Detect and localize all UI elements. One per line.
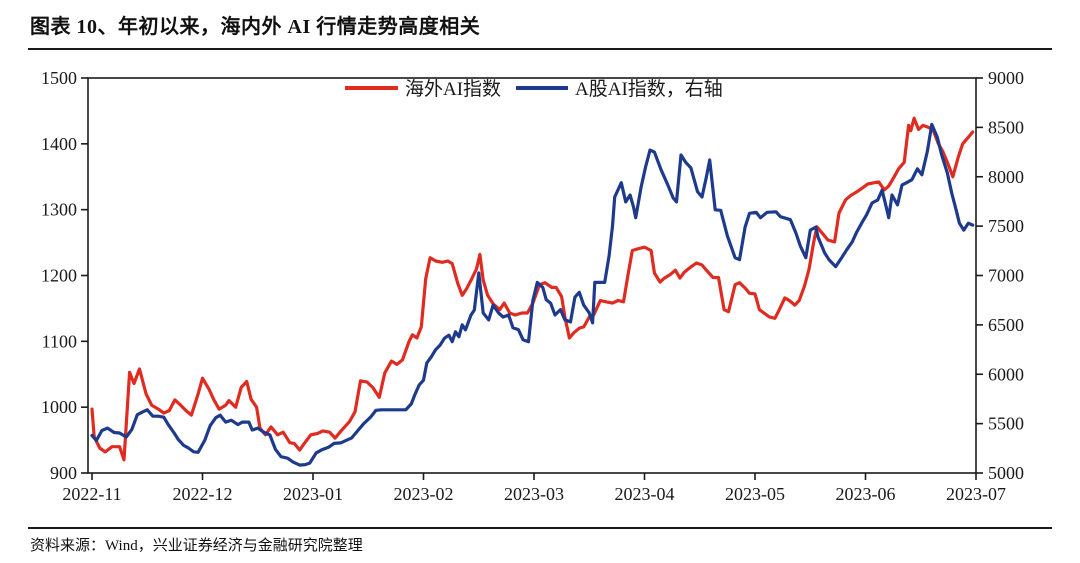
right-axis-tick-label: 5000 [988,463,1024,483]
right-axis-tick-label: 7500 [988,216,1024,236]
x-axis-tick-label: 2023-03 [504,484,564,504]
source-note: 资料来源：Wind，兴业证券经济与金融研究院整理 [30,538,363,554]
x-axis-tick-label: 2023-05 [725,484,785,504]
x-axis-tick-label: 2023-07 [946,484,1006,504]
x-axis-tick-label: 2022-12 [173,484,233,504]
legend-label-ashare-ai: A股AI指数，右轴 [575,78,723,100]
right-axis-tick-label: 8000 [988,167,1024,187]
title-divider [28,48,1052,50]
left-axis-tick-label: 1200 [41,266,77,286]
right-axis-tick-label: 9000 [988,68,1024,88]
x-axis-tick-label: 2023-01 [283,484,343,504]
legend-label-overseas-ai: 海外AI指数 [405,78,501,100]
ashare-ai-index-line [90,122,975,467]
left-axis-tick-label: 900 [50,463,77,483]
left-axis-tick-label: 1500 [41,68,77,88]
left-axis-tick-label: 1100 [42,331,77,351]
footer-divider [28,527,1052,529]
right-axis-tick-label: 8500 [988,117,1024,137]
x-axis-tick-label: 2023-02 [394,484,454,504]
right-axis-tick-label: 6000 [988,364,1024,384]
left-axis-tick-label: 1400 [41,134,77,154]
overseas-ai-index-line [90,116,975,462]
right-axis-tick-label: 5500 [988,414,1024,434]
left-axis-tick-label: 1000 [41,397,77,417]
x-axis-tick-label: 2023-06 [836,484,896,504]
x-axis-tick-label: 2023-04 [615,484,675,504]
right-axis-tick-label: 6500 [988,315,1024,335]
figure-title: 图表 10、年初以来，海内外 AI 行情走势高度相关 [30,16,481,38]
plot-frame [87,77,977,474]
left-axis-tick-label: 1300 [41,200,77,220]
x-axis-tick-label: 2022-11 [62,484,121,504]
right-axis-tick-label: 7000 [988,266,1024,286]
